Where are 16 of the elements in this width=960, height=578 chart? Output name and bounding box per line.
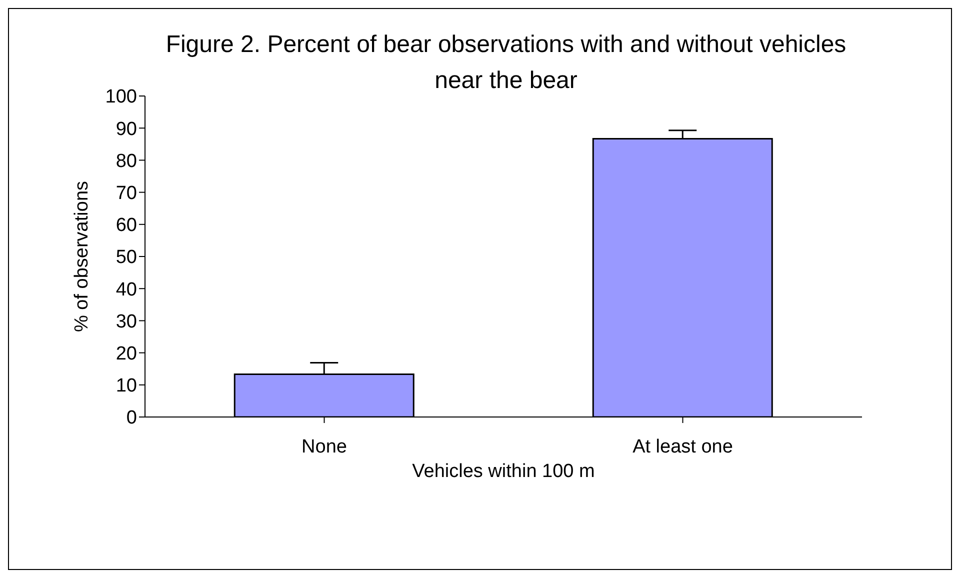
y-tick-label: 40 [116, 279, 137, 300]
y-tick-label: 20 [116, 344, 137, 365]
y-tick-label: 100 [105, 86, 137, 108]
y-tick-label: 70 [116, 183, 137, 204]
x-axis-title: Vehicles within 100 m [412, 461, 595, 482]
x-tick-label: None [302, 436, 347, 458]
y-axis-title: % of observations [72, 180, 93, 332]
y-tick-label: 0 [126, 408, 137, 429]
chart-title: Figure 2. Percent of bear observations with and without vehicles near the bear [164, 30, 848, 96]
y-tick-label: 90 [116, 118, 137, 140]
y-tick-label: 10 [116, 376, 137, 397]
y-tick-label: 30 [116, 311, 137, 332]
y-tick-label: 60 [116, 215, 137, 236]
y-tick-label: 50 [116, 247, 137, 268]
x-tick-label: At least one [632, 436, 733, 458]
y-tick-label: 80 [116, 150, 137, 172]
